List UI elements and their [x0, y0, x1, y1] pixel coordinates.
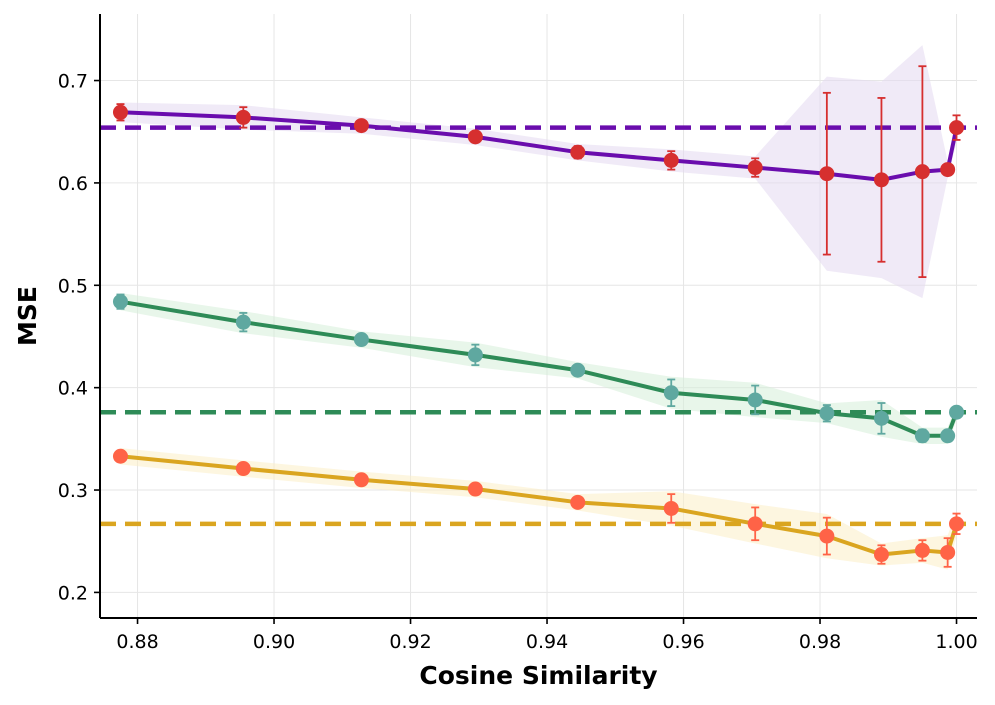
gold-data-point [819, 528, 835, 544]
purple-data-point [235, 109, 251, 125]
x-tick-label: 0.94 [526, 631, 568, 653]
y-tick-label: 0.4 [58, 378, 88, 400]
gold-data-point [467, 481, 483, 497]
gold-data-point [353, 472, 369, 488]
green-data-point [949, 404, 965, 420]
gold-data-point [112, 448, 128, 464]
x-axis-title: Cosine Similarity [419, 661, 657, 690]
y-tick-label: 0.7 [58, 71, 88, 93]
gold-data-point [747, 516, 763, 532]
purple-data-point [353, 118, 369, 134]
purple-data-point [112, 104, 128, 120]
y-tick-label: 0.6 [58, 173, 88, 195]
gold-data-point [940, 544, 956, 560]
purple-data-point [747, 160, 763, 176]
y-axis-title: MSE [13, 286, 42, 346]
green-data-point [353, 332, 369, 348]
gold-data-point [914, 542, 930, 558]
gold-data-point [235, 461, 251, 477]
y-tick-label: 0.2 [58, 582, 88, 604]
purple-data-point [570, 144, 586, 160]
y-tick-label: 0.5 [58, 275, 88, 297]
green-data-point [747, 392, 763, 408]
green-data-point [570, 362, 586, 378]
gold-data-point [663, 500, 679, 516]
x-tick-label: 0.92 [389, 631, 431, 653]
purple-data-point [940, 162, 956, 178]
gold-data-point [949, 516, 965, 532]
green-data-point [940, 428, 956, 444]
x-tick-label: 0.98 [799, 631, 841, 653]
x-tick-label: 1.00 [935, 631, 977, 653]
gold-data-point [570, 494, 586, 510]
marker-layer [112, 104, 965, 563]
green-confidence-band [120, 293, 957, 444]
green-data-point [819, 405, 835, 421]
green-data-point [914, 428, 930, 444]
green-data-point [235, 314, 251, 330]
purple-data-point [914, 164, 930, 180]
purple-data-point [819, 166, 835, 182]
x-tick-label: 0.88 [116, 631, 158, 653]
purple-data-point [467, 129, 483, 145]
purple-data-point [949, 120, 965, 136]
green-data-point [467, 347, 483, 363]
green-data-point [663, 385, 679, 401]
axes-layer: 0.88 0.90 0.92 0.94 0.96 0.98 1.00 0.2 0.3 0.4 0.5… [58, 14, 978, 653]
green-data-point [112, 294, 128, 310]
green-data-point [873, 410, 889, 426]
purple-data-point [663, 152, 679, 168]
x-tick-label: 0.96 [662, 631, 704, 653]
purple-data-point [873, 172, 889, 188]
y-tick-label: 0.3 [58, 480, 88, 502]
gold-data-point [873, 547, 889, 563]
x-tick-label: 0.90 [253, 631, 295, 653]
